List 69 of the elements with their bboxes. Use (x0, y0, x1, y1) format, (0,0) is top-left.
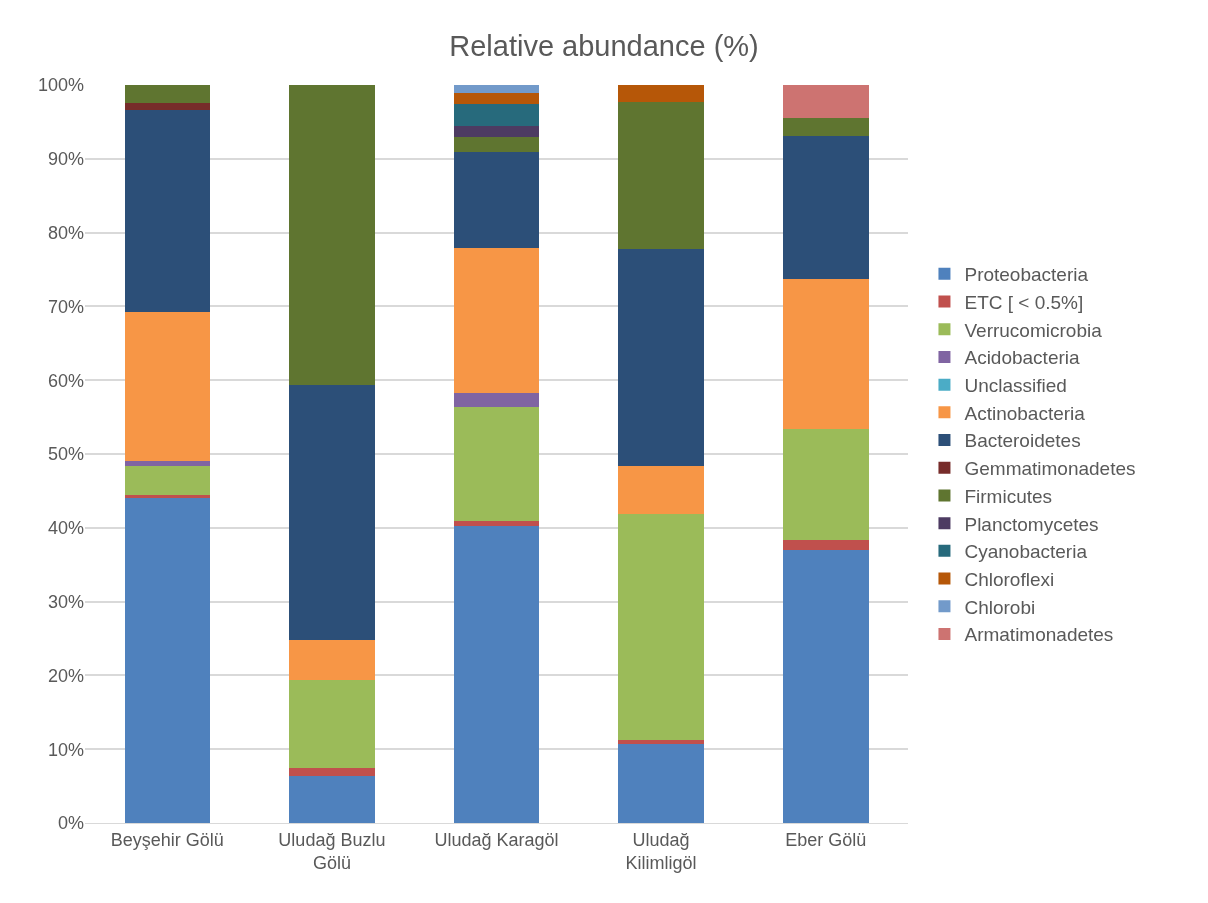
bar (289, 775, 375, 823)
bar (289, 85, 375, 386)
bar (289, 639, 375, 680)
legend-label: Chloroflexi (964, 568, 1055, 590)
bar (782, 540, 869, 550)
legend-label: Planctomycetes (964, 513, 1099, 535)
bar (453, 521, 540, 527)
y-tick-label: 60% (47, 370, 84, 391)
y-tick-label: 20% (47, 665, 84, 686)
bar (453, 93, 540, 105)
bar (618, 85, 704, 102)
bar (124, 85, 211, 103)
bar (124, 110, 211, 313)
y-tick-label: 40% (47, 518, 84, 539)
y-tick-label: 10% (47, 739, 84, 760)
bar (453, 526, 540, 823)
bar (618, 740, 704, 745)
bar (124, 498, 211, 823)
bar (453, 392, 540, 407)
y-tick-label: 70% (47, 296, 84, 317)
chart-title: Relative abundance (%) (449, 30, 759, 63)
bar (453, 136, 540, 153)
legend-label: Proteobacteria (964, 264, 1089, 286)
bar (453, 85, 540, 94)
bar (124, 460, 211, 466)
bar (453, 406, 540, 522)
bar (124, 102, 211, 111)
bar (453, 104, 540, 127)
legend-label: ETC [ < 0.5%] (964, 291, 1084, 313)
y-tick-label: 90% (47, 149, 84, 170)
legend-label: Actinobacteria (964, 402, 1086, 424)
y-tick-label: 80% (47, 222, 84, 243)
y-tick-label: 0% (57, 813, 84, 834)
bar (453, 248, 540, 393)
legend-label: Armatimonadetes (964, 624, 1114, 646)
bar (782, 135, 869, 280)
y-tick-label: 30% (47, 591, 84, 612)
bar (618, 744, 704, 823)
legend-label: Firmicutes (964, 485, 1053, 507)
bar (618, 465, 704, 514)
legend-label: Bacteroidetes (964, 430, 1081, 452)
bar (124, 465, 211, 495)
x-tick-label: Uludağ Karagöl (434, 829, 559, 850)
bar (782, 428, 869, 541)
bar (289, 679, 375, 768)
bar (782, 118, 869, 136)
bar (289, 767, 375, 776)
legend-label: Cyanobacteria (964, 541, 1088, 563)
bar (782, 85, 869, 119)
legend-label: Gemmatimonadetes (964, 458, 1136, 480)
legend-label: Chlorobi (964, 596, 1036, 618)
x-tick-label: Uludağ Kilimligöl (625, 829, 697, 873)
bar (618, 513, 704, 741)
x-tick-label: Uludağ Buzlu Gölü (278, 829, 386, 873)
y-tick-label: 100% (37, 75, 84, 96)
bar (453, 126, 540, 137)
bar (453, 152, 540, 249)
bar (618, 101, 704, 249)
bar (289, 385, 375, 640)
legend-label: Verrucomicrobia (964, 319, 1103, 341)
x-tick-label: Beyşehir Gölü (110, 829, 224, 850)
bar (782, 279, 869, 429)
legend-label: Unclassified (964, 375, 1067, 397)
bar (782, 549, 869, 823)
legend-label: Acidobacteria (964, 347, 1081, 369)
x-tick-label: Eber Gölü (785, 829, 867, 850)
y-tick-label: 50% (47, 444, 84, 465)
bar (618, 248, 704, 466)
bar (124, 312, 211, 461)
